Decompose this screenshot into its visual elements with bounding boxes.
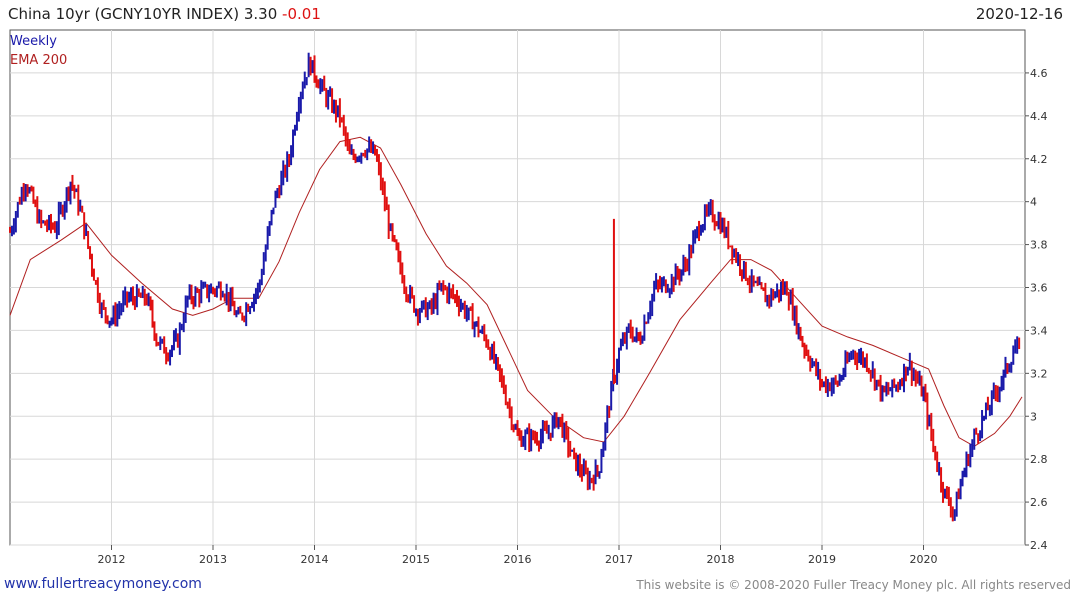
x-tick-label: 2018 <box>707 553 735 566</box>
x-tick-label: 2012 <box>98 553 126 566</box>
axes: 2.4 2.6 2.8 3 3.2 3.4 3.6 3.8 4 4.2 4.4 4.6 2012 2013… <box>98 67 1048 566</box>
legend-ema: EMA 200 <box>10 53 67 68</box>
y-tick-label: 3.8 <box>1030 239 1048 252</box>
price-series <box>9 52 1021 522</box>
chart-date: 2020-12-16 <box>975 5 1063 23</box>
footer-copyright: This website is © 2008-2020 Fuller Treac… <box>636 578 1071 592</box>
ema-line <box>9 136 1023 447</box>
y-tick-label: 3.6 <box>1030 282 1048 295</box>
y-tick-label: 4 <box>1030 196 1037 209</box>
x-tick-label: 2020 <box>910 553 938 566</box>
title-change: -0.01 <box>282 5 321 23</box>
chart-title: China 10yr (GCNY10YR INDEX) 3.30 -0.01 <box>8 5 321 23</box>
x-tick-label: 2013 <box>199 553 227 566</box>
y-tick-label: 4.2 <box>1030 153 1048 166</box>
y-tick-label: 3.4 <box>1030 324 1048 337</box>
y-tick-label: 4.6 <box>1030 67 1048 80</box>
x-tick-label: 2019 <box>808 553 836 566</box>
y-tick-label: 2.8 <box>1030 453 1048 466</box>
y-tick-label: 2.6 <box>1030 496 1048 509</box>
x-tick-label: 2017 <box>605 553 633 566</box>
y-tick-label: 3 <box>1030 410 1037 423</box>
y-tick-label: 4.4 <box>1030 110 1048 123</box>
x-tick-label: 2015 <box>402 553 430 566</box>
x-tick-label: 2016 <box>504 553 532 566</box>
y-tick-label: 2.4 <box>1030 539 1048 552</box>
y-tick-label: 3.2 <box>1030 367 1048 380</box>
title-prefix: China 10yr (GCNY10YR INDEX) 3.30 <box>8 5 278 23</box>
legend-weekly: Weekly <box>10 34 57 49</box>
ema-series <box>9 136 1023 447</box>
footer-site-link[interactable]: www.fullertreacymoney.com <box>4 576 202 592</box>
x-tick-label: 2014 <box>301 553 329 566</box>
